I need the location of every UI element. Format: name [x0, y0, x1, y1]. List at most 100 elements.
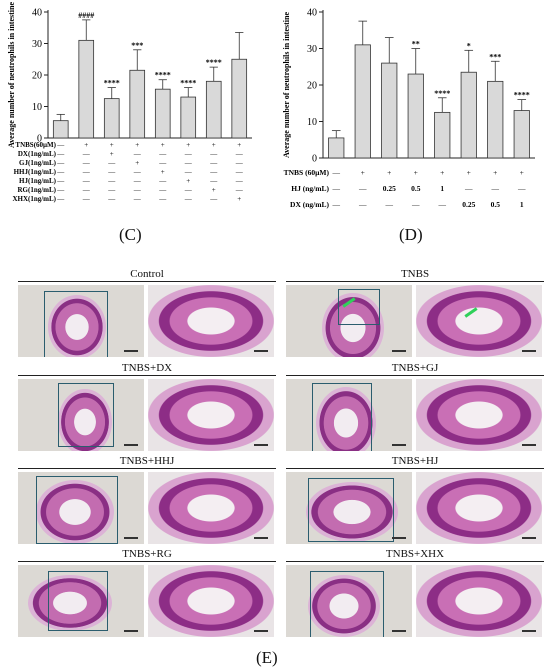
condition-mark: — [358, 200, 367, 209]
condition-mark: — [56, 159, 65, 167]
scale-bar [392, 537, 406, 539]
condition-mark: — [158, 177, 167, 185]
inset-box [36, 476, 118, 544]
intestine-section [28, 575, 112, 631]
histology-panel: TNBS [286, 268, 544, 358]
intestine-section [306, 482, 398, 542]
condition-mark: + [467, 168, 471, 177]
condition-mark: + [186, 177, 190, 185]
condition-mark: — [56, 195, 65, 203]
title-rule [286, 468, 544, 469]
scale-bar [124, 630, 138, 632]
scale-bar [522, 630, 536, 632]
condition-mark: — [133, 186, 142, 194]
scale-bar [392, 350, 406, 352]
condition-mark: — [56, 168, 65, 176]
zoomed-tissue [416, 565, 542, 637]
condition-row-label: HJ (ng/mL) [291, 184, 329, 193]
significance-label: **** [206, 58, 222, 67]
histology-title: TNBS+GJ [391, 362, 439, 374]
he-stain-overview-image [286, 472, 412, 544]
significance-label: #### [78, 11, 94, 20]
bar [328, 137, 345, 159]
significance-label: * [467, 41, 471, 50]
scale-bar [124, 350, 138, 352]
condition-mark: — [56, 177, 65, 185]
condition-mark: — [82, 195, 91, 203]
condition-mark: — [158, 159, 167, 167]
condition-mark: + [110, 150, 114, 158]
condition-mark: + [387, 168, 391, 177]
he-stain-zoom-image [148, 565, 274, 637]
chart-d: 0 10 20 30 40 Average number of neutrophils i… [282, 8, 535, 209]
significance-label: **** [434, 89, 450, 98]
bar [513, 110, 530, 159]
he-stain-overview-image [18, 379, 144, 451]
inset-box [58, 383, 114, 447]
scale-bar [254, 350, 268, 352]
condition-mark: — [56, 141, 65, 149]
scale-bar [124, 444, 138, 446]
condition-mark: — [107, 186, 116, 194]
intestine-section [316, 387, 376, 451]
condition-mark: + [414, 168, 418, 177]
condition-mark: — [82, 168, 91, 176]
he-stain-overview-image [286, 379, 412, 451]
condition-mark: 0.5 [411, 184, 421, 193]
scale-bar [254, 537, 268, 539]
y-axis-title: Average number of neutrophils in intesti… [7, 2, 16, 148]
condition-mark: + [361, 168, 365, 177]
title-rule [18, 468, 276, 469]
condition-mark: — [235, 159, 244, 167]
condition-mark: 0.5 [491, 200, 501, 209]
condition-mark: 0.25 [462, 200, 475, 209]
scale-bar [254, 444, 268, 446]
he-stain-overview-image [18, 565, 144, 637]
zoomed-tissue [416, 379, 542, 451]
condition-mark: — [133, 168, 142, 176]
condition-mark: + [493, 168, 497, 177]
condition-mark: — [56, 150, 65, 158]
condition-mark: — [235, 186, 244, 194]
condition-mark: — [56, 186, 65, 194]
he-stain-zoom-image [416, 472, 542, 544]
histology-title: TNBS [400, 268, 430, 280]
condition-mark: — [517, 184, 526, 193]
condition-mark: — [332, 168, 341, 177]
condition-mark: — [158, 186, 167, 194]
he-stain-overview-image [18, 472, 144, 544]
chart-c: 0 10 20 30 40 Average number of neutrophils i… [7, 2, 252, 203]
he-stain-overview-image [286, 285, 412, 357]
title-rule [286, 281, 544, 282]
inset-box [308, 478, 394, 542]
inset-box [310, 571, 384, 637]
condition-mark: — [107, 177, 116, 185]
intestine-section [48, 295, 106, 357]
inset-box [48, 571, 108, 631]
condition-mark: — [235, 150, 244, 158]
zoomed-tissue [148, 379, 274, 451]
significance-label: **** [514, 91, 530, 100]
he-stain-zoom-image [148, 379, 274, 451]
condition-mark: — [107, 195, 116, 203]
condition-row-label: TNBS(60µM) [15, 141, 56, 149]
y-tick-label: 40 [32, 8, 42, 19]
histology-panel: TNBS+GJ [286, 362, 544, 452]
condition-row-label: GJ(1ng/mL) [19, 159, 57, 167]
y-tick-label: 20 [307, 81, 317, 92]
title-rule [18, 561, 276, 562]
histology-panel: Control [18, 268, 276, 358]
condition-mark: — [411, 200, 420, 209]
condition-mark: — [133, 177, 142, 185]
condition-mark: + [212, 186, 216, 194]
condition-mark: — [332, 184, 341, 193]
zoomed-tissue [148, 565, 274, 637]
condition-mark: + [110, 141, 114, 149]
panel-label-e: (E) [256, 648, 278, 667]
scale-bar [254, 630, 268, 632]
histology-panel: TNBS+HHJ [18, 455, 276, 545]
condition-row-label: RG(1ng/mL) [18, 186, 57, 194]
condition-mark: + [161, 168, 165, 176]
condition-mark: — [82, 177, 91, 185]
bar [460, 71, 477, 159]
